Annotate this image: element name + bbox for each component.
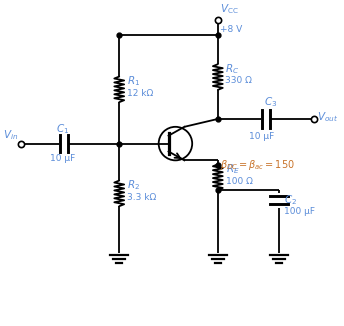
- Text: 100 Ω: 100 Ω: [226, 177, 252, 185]
- Text: 10 μF: 10 μF: [51, 155, 76, 163]
- Text: $V_{out}$: $V_{out}$: [318, 110, 338, 124]
- Text: 100 μF: 100 μF: [284, 207, 315, 216]
- Text: 10 μF: 10 μF: [249, 132, 274, 141]
- Text: $R_1$: $R_1$: [127, 75, 140, 88]
- Text: $V_{in}$: $V_{in}$: [3, 128, 19, 141]
- Text: $C_2$: $C_2$: [284, 193, 297, 207]
- Text: 12 kΩ: 12 kΩ: [127, 89, 153, 98]
- Text: $R_2$: $R_2$: [127, 179, 140, 192]
- Text: $V_{\rm CC}$: $V_{\rm CC}$: [220, 3, 238, 16]
- Text: 330 Ω: 330 Ω: [225, 77, 251, 85]
- Text: 3.3 kΩ: 3.3 kΩ: [127, 193, 157, 202]
- Text: $\beta_{DC} = \beta_{ac} = 150$: $\beta_{DC} = \beta_{ac} = 150$: [220, 158, 295, 172]
- Text: $R_E$: $R_E$: [226, 162, 239, 176]
- Text: $C_1$: $C_1$: [56, 122, 69, 136]
- Text: $C_3$: $C_3$: [264, 95, 278, 109]
- Text: $R_C$: $R_C$: [225, 62, 239, 76]
- Text: +8 V: +8 V: [220, 25, 242, 34]
